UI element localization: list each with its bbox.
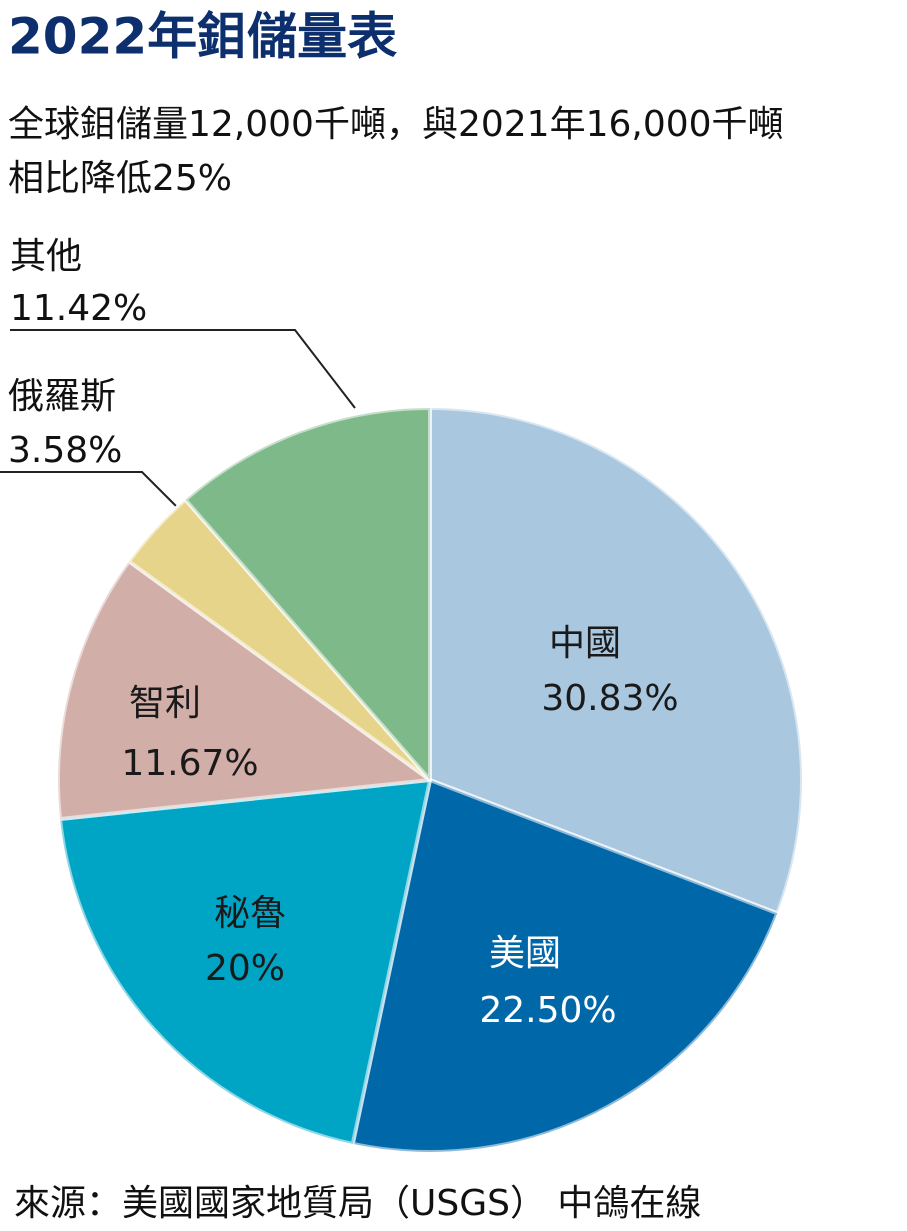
slice-label: 俄羅斯	[8, 376, 116, 417]
slice-value-label: 3.58%	[8, 430, 122, 471]
pie-slice	[350, 778, 780, 1154]
leader-line	[0, 471, 177, 507]
pie-slice	[428, 406, 804, 916]
pie-slice	[56, 559, 432, 821]
source-note: 來源：美國國家地質局（USGS） 中鴿在線	[14, 1183, 701, 1224]
pie-slice	[183, 406, 432, 782]
pie-slice	[58, 778, 432, 1146]
chart-subtitle: 全球鉬儲量12,000千噸，與2021年16,000千噸	[8, 104, 784, 145]
chart-title: 2022年鉬儲量表	[8, 8, 397, 66]
slice-label: 美國	[489, 933, 561, 974]
slice-value-label: 30.83%	[541, 678, 678, 719]
slice-value-label: 22.50%	[479, 990, 616, 1031]
slice-label: 其他	[10, 236, 82, 277]
slice-label: 秘魯	[214, 893, 286, 934]
slice-value-label: 11.42%	[10, 288, 147, 329]
slice-label: 智利	[129, 683, 201, 724]
chart-subtitle: 相比降低25%	[8, 158, 232, 199]
leader-line	[10, 329, 356, 409]
slice-value-label: 20%	[205, 948, 285, 989]
slice-value-label: 11.67%	[121, 743, 258, 784]
slice-label: 中國	[549, 623, 621, 664]
